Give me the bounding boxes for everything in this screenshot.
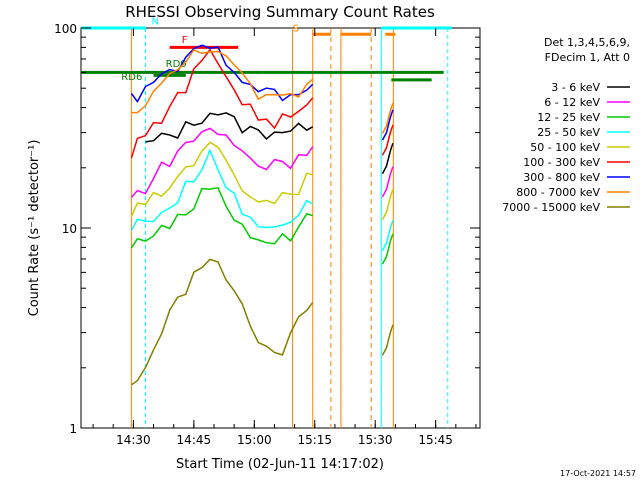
series-line-0: [145, 112, 314, 143]
legend-label-7: 800 - 7000 keV: [516, 186, 600, 199]
series-line-6: [130, 44, 314, 103]
series-line-post-8: [381, 324, 394, 356]
y-tick-label-1: 10: [62, 222, 77, 236]
series-line-7: [131, 48, 314, 114]
x-tick-label-0: 14:30: [116, 433, 151, 447]
series-line-post-0: [381, 143, 394, 174]
x-tick-label-4: 15:30: [358, 433, 393, 447]
series-line-post-4: [381, 189, 394, 221]
footer-timestamp: 17-Oct-2021 14:57: [560, 469, 636, 478]
legend-label-4: 50 - 100 keV: [530, 141, 600, 154]
series-line-post-6: [381, 109, 394, 141]
series-line-post-5: [381, 124, 394, 156]
series-line-4: [130, 141, 313, 217]
annotation-f: F: [182, 35, 188, 46]
legend-label-6: 300 - 800 keV: [523, 171, 600, 184]
legend-label-1: 6 - 12 keV: [544, 96, 600, 109]
annotation-rd0: RD0: [166, 59, 187, 70]
annotation-rd6: RD6: [121, 72, 142, 83]
series-line-8: [130, 258, 314, 386]
x-tick-label-3: 15:15: [297, 433, 332, 447]
legend-label-3: 25 - 50 keV: [537, 126, 600, 139]
annotation-s: S: [293, 24, 299, 35]
series-line-5: [130, 48, 314, 159]
legend-label-0: 3 - 6 keV: [551, 81, 600, 94]
series-line-1: [130, 127, 314, 198]
series-line-2: [130, 186, 313, 249]
x-axis-label: Start Time (02-Jun-11 14:17:02): [176, 457, 384, 472]
legend-header-1: FDecim 1, Att 0: [545, 51, 630, 64]
series-line-post-1: [381, 166, 394, 198]
plot-frame: [80, 27, 481, 429]
x-tick-label-2: 15:00: [237, 433, 272, 447]
y-tick-label-2: 100: [54, 22, 77, 36]
x-tick-label-5: 15:45: [418, 433, 453, 447]
y-tick-label-0: 1: [69, 422, 77, 436]
series-line-post-2: [381, 233, 394, 265]
plot-area: N F RD0 RD6 S 14:30 14:45 15:00 15:15 15:30 15:45 1…: [54, 17, 481, 447]
y-axis-label: Count Rate (s⁻¹ detector⁻¹): [27, 140, 42, 317]
annotation-n: N: [152, 17, 159, 28]
chart-title: RHESSI Observing Summary Count Rates: [125, 3, 435, 21]
x-tick-label-1: 14:45: [177, 433, 212, 447]
legend-label-5: 100 - 300 keV: [523, 156, 600, 169]
series-line-3: [130, 148, 314, 231]
series-line-post-7: [381, 102, 394, 134]
legend: Det 1,3,4,5,6,9, FDecim 1, Att 0 3 - 6 keV…: [502, 36, 630, 214]
legend-label-8: 7000 - 15000 keV: [502, 201, 600, 214]
series-line-post-3: [381, 220, 394, 252]
legend-header-0: Det 1,3,4,5,6,9,: [544, 36, 630, 49]
legend-label-2: 12 - 25 keV: [537, 111, 600, 124]
